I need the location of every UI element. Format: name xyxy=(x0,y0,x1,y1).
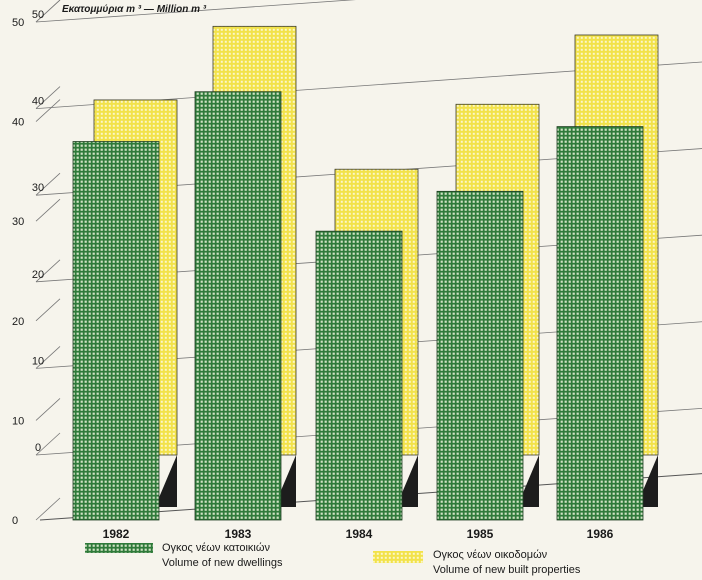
y-tick-front: 40 xyxy=(12,117,24,129)
legend-label-built-properties-el: Ογκος νέων οικοδομών xyxy=(433,549,548,561)
legend: Ογκος νέων κατοικιών Volume of new dwell… xyxy=(85,542,581,576)
y-tick-front: 20 xyxy=(12,316,24,328)
y-tick-front: 30 xyxy=(12,216,24,228)
gridline-edge xyxy=(35,298,61,322)
legend-swatch-dwellings xyxy=(85,543,153,553)
y-axis-back-ticks: 0 10 20 30 40 50 xyxy=(32,9,44,454)
bar-new-dwellings xyxy=(194,91,282,521)
bar-new-dwellings xyxy=(315,230,403,521)
y-tick-back: 10 xyxy=(32,355,44,367)
category-label: 1983 xyxy=(225,527,252,541)
front-series-bars xyxy=(72,91,644,521)
gridline-edge xyxy=(35,346,61,369)
y-tick-back: 40 xyxy=(32,96,44,108)
gridline-edge xyxy=(35,86,61,109)
gridline-edge xyxy=(35,497,61,521)
legend-label-dwellings-el: Ογκος νέων κατοικιών xyxy=(162,542,270,554)
y-axis-front-ticks: 0 10 20 30 40 50 xyxy=(12,17,24,527)
gridline-edge xyxy=(35,0,61,23)
y-tick-back: 30 xyxy=(32,182,44,194)
bar-new-dwellings xyxy=(436,190,524,521)
gridline-edge xyxy=(35,99,61,122)
y-tick-front: 10 xyxy=(12,415,24,427)
y-tick-front: 0 xyxy=(12,515,18,527)
bar-shadow xyxy=(155,455,177,507)
bar-new-dwellings xyxy=(556,126,644,521)
gridline-edge xyxy=(35,432,61,456)
gridline-edge xyxy=(35,398,61,421)
legend-label-dwellings-en: Volume of new dwellings xyxy=(162,557,283,569)
legend-swatch-built-properties xyxy=(373,551,423,563)
y-tick-front: 50 xyxy=(12,17,24,29)
gridline-edge xyxy=(35,172,61,196)
gridline-edge xyxy=(35,259,61,283)
gridline-edge xyxy=(35,198,61,222)
category-label: 1984 xyxy=(346,527,373,541)
gridline xyxy=(35,0,357,23)
y-tick-back: 20 xyxy=(32,269,44,281)
category-labels: 1982 1983 1984 1985 1986 xyxy=(103,527,614,541)
y-tick-back: 50 xyxy=(32,9,44,21)
bar-new-dwellings xyxy=(72,141,160,521)
unit-label: Εκατομμύρια m ³ — Million m ³ xyxy=(62,4,207,15)
category-label: 1982 xyxy=(103,527,130,541)
category-label: 1986 xyxy=(587,527,614,541)
y-tick-back: 0 xyxy=(35,442,41,454)
category-label: 1985 xyxy=(467,527,494,541)
legend-label-built-properties-en: Volume of new built properties xyxy=(433,564,581,576)
